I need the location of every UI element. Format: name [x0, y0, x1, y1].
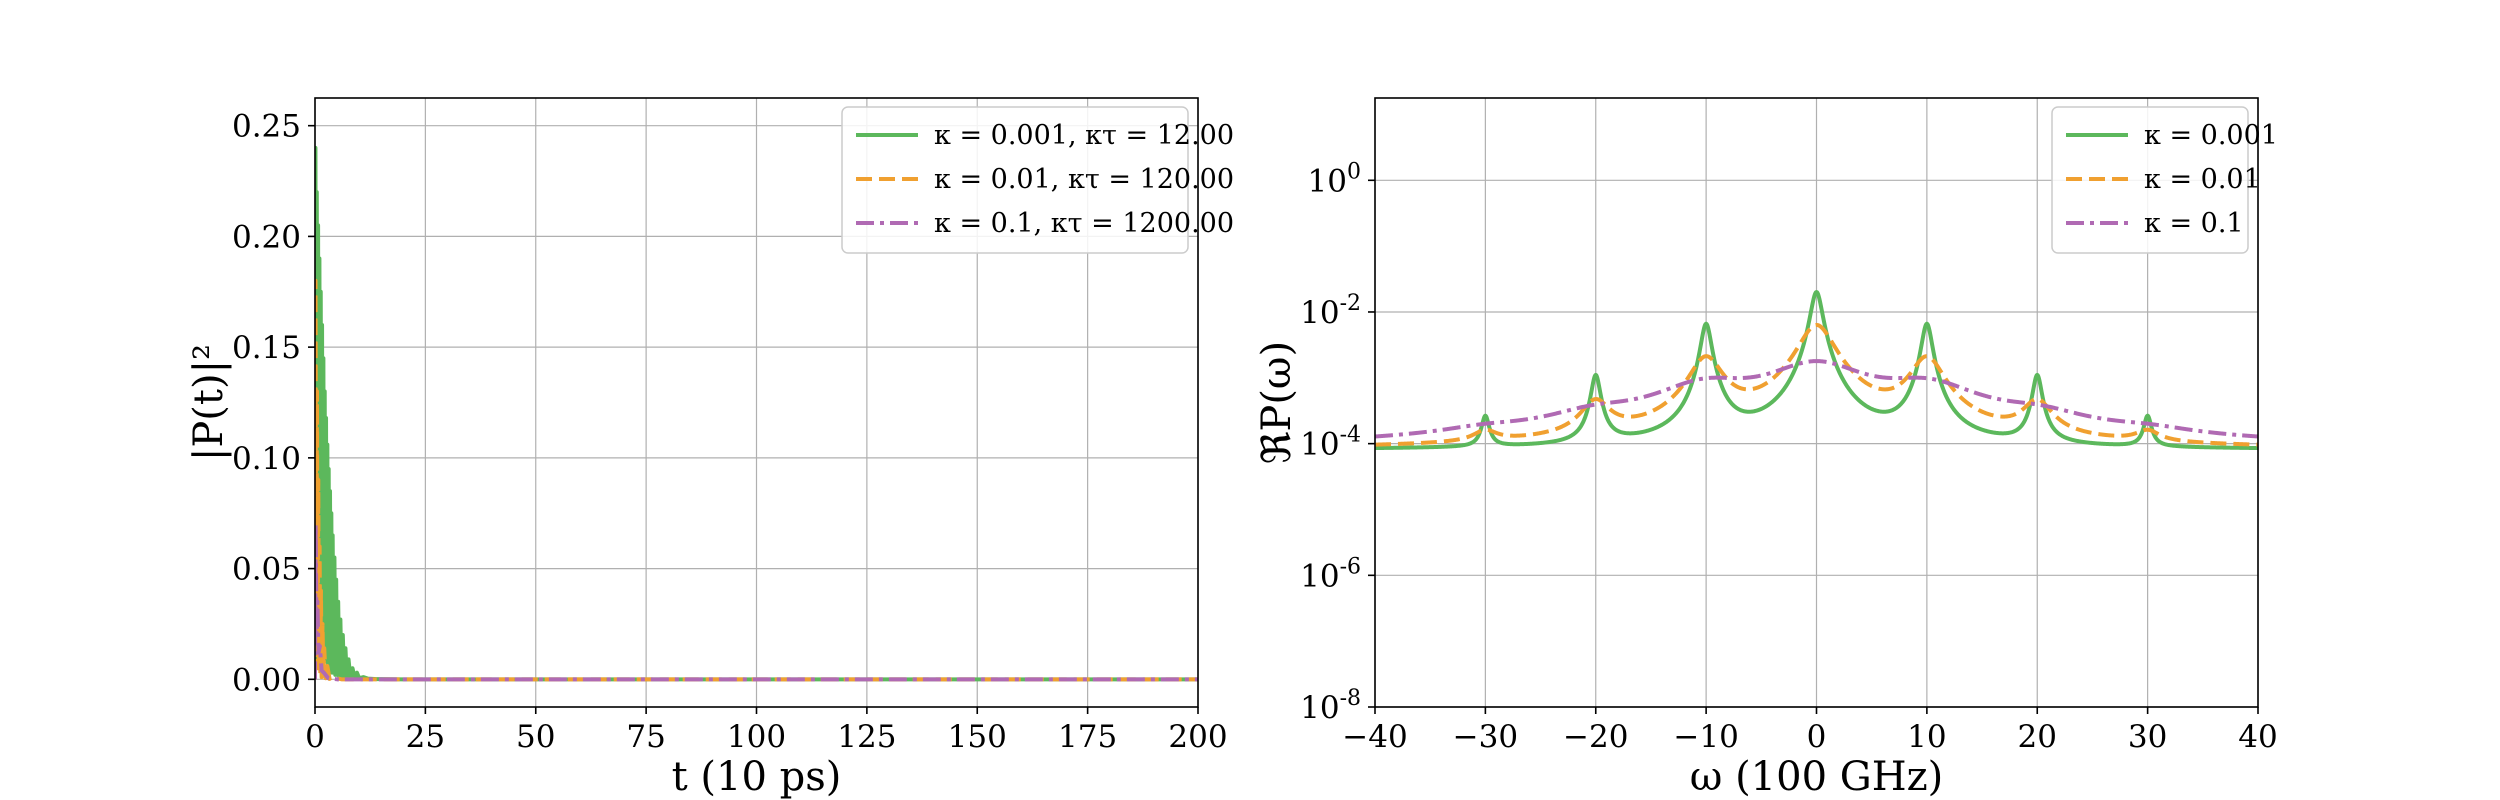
left-series-0 — [315, 145, 1198, 682]
right-xtick-label-6: 20 — [2018, 719, 2057, 755]
left-legend-label-2: κ = 0.1, κτ = 1200.00 — [934, 208, 1234, 239]
left-ytick-label-3: 0.15 — [232, 330, 301, 366]
left-legend-box — [841, 106, 1189, 254]
left-ytick-label-1: 0.05 — [232, 552, 301, 588]
right-ytick-label-0: 10-8 — [1300, 686, 1361, 726]
left-series-2 — [315, 522, 1198, 682]
right-xtick-label-3: −10 — [1673, 719, 1738, 755]
right-legend-box — [2051, 106, 2249, 254]
right-xtick-label-8: 40 — [2238, 719, 2277, 755]
left-ytick-label-5: 0.25 — [232, 109, 301, 145]
right-legend-label-0: κ = 0.001 — [2144, 120, 2278, 151]
right-series-2 — [1375, 359, 2258, 439]
left-xtick-label-7: 175 — [1058, 719, 1117, 755]
left-xtick-label-2: 50 — [516, 719, 555, 755]
left-ytick-label-0: 0.00 — [232, 662, 301, 698]
right-plot-frequency-domain: −40 −30 −20 −10 0 10 20 30 40 10-8 10-6 10-4 10-2 100… — [1254, 97, 2278, 800]
right-y-axis-label: ℜP(ω) — [1254, 341, 1300, 464]
left-ytick-label-4: 0.20 — [232, 219, 301, 255]
left-xtick-label-6: 150 — [948, 719, 1007, 755]
left-plot-time-domain: 0 25 50 75 100 125 150 175 200 0.00 0.05 0.10 0.15 0.… — [186, 97, 1234, 800]
right-xtick-label-4: 0 — [1807, 719, 1827, 755]
left-ytick-label-2: 0.10 — [232, 441, 301, 477]
right-ytick-label-3: 10-2 — [1300, 291, 1361, 331]
right-series-1 — [1375, 322, 2258, 447]
left-xtick-label-4: 100 — [727, 719, 786, 755]
right-ytick-label-2: 10-4 — [1300, 423, 1361, 463]
right-ytick-label-1: 10-6 — [1300, 554, 1361, 594]
left-xtick-label-0: 0 — [305, 719, 325, 755]
right-xtick-label-5: 10 — [1907, 719, 1946, 755]
right-xtick-label-1: −30 — [1453, 719, 1518, 755]
left-xtick-label-3: 75 — [626, 719, 665, 755]
left-legend-label-1: κ = 0.01, κτ = 120.00 — [934, 164, 1234, 195]
left-xtick-label-1: 25 — [406, 719, 445, 755]
left-legend-label-0: κ = 0.001, κτ = 12.00 — [934, 120, 1234, 151]
right-legend-label-2: κ = 0.1 — [2144, 208, 2244, 239]
right-legend-label-1: κ = 0.01 — [2144, 164, 2261, 195]
right-xtick-label-7: 30 — [2128, 719, 2167, 755]
right-ytick-label-4: 100 — [1308, 159, 1361, 199]
right-xtick-label-2: −20 — [1563, 719, 1628, 755]
left-xtick-label-5: 125 — [837, 719, 896, 755]
right-xtick-label-0: −40 — [1342, 719, 1407, 755]
right-x-axis-label: ω (100 GHz) — [1690, 754, 1944, 800]
right-series-0 — [1375, 290, 2258, 451]
left-xtick-label-8: 200 — [1168, 719, 1227, 755]
left-y-axis-label: |P(t)|² — [186, 344, 232, 461]
left-x-axis-label: t (10 ps) — [672, 754, 842, 800]
